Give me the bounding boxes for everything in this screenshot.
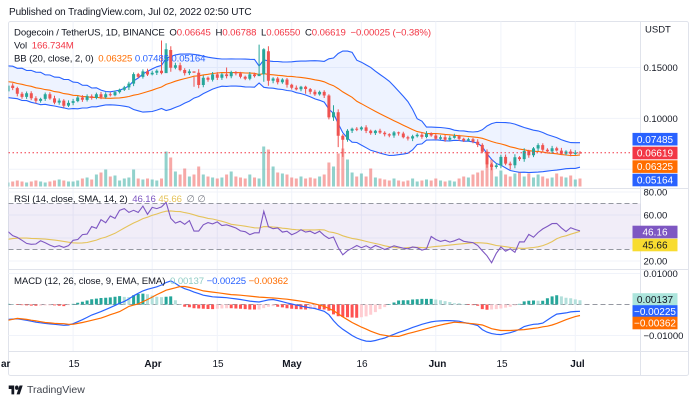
svg-text:−0.00225: −0.00225 xyxy=(634,307,676,318)
svg-text:Vol 166.734M: Vol 166.734M xyxy=(14,41,74,52)
svg-text:60.00: 60.00 xyxy=(644,210,668,221)
svg-text:Dogecoin / TetherUS, 1D, BINAN: Dogecoin / TetherUS, 1D, BINANCE O0.0664… xyxy=(14,28,431,39)
svg-text:Published on TradingView.com,: Published on TradingView.com, Jul 02, 20… xyxy=(9,7,252,18)
svg-text:RSI (14, close, SMA, 14, 2) 46: RSI (14, close, SMA, 14, 2) 46.16 45.66 … xyxy=(14,194,206,205)
svg-text:−0.01000: −0.01000 xyxy=(644,331,684,342)
svg-text:0.05164: 0.05164 xyxy=(637,176,674,187)
svg-text:0.01000: 0.01000 xyxy=(644,269,678,280)
svg-text:TradingView: TradingView xyxy=(27,384,85,396)
svg-text:0.00137: 0.00137 xyxy=(637,295,674,306)
svg-text:16: 16 xyxy=(356,359,368,370)
svg-text:15: 15 xyxy=(212,359,224,370)
svg-text:0.07485: 0.07485 xyxy=(637,135,674,146)
svg-text:−0.00362: −0.00362 xyxy=(634,319,676,330)
svg-text:BB (20, close, 2, 0) 0.06325 0: BB (20, close, 2, 0) 0.06325 0.07485 0.0… xyxy=(14,54,206,65)
svg-text:0.06325: 0.06325 xyxy=(637,162,674,173)
svg-text:80.00: 80.00 xyxy=(644,187,668,198)
svg-text:MACD (12, 26, close, 9, EMA, E: MACD (12, 26, close, 9, EMA, EMA) 0.0013… xyxy=(14,276,288,287)
svg-text:0.15000: 0.15000 xyxy=(644,63,678,74)
svg-text:20.00: 20.00 xyxy=(644,256,668,267)
svg-text:May: May xyxy=(282,359,302,370)
svg-text:0.10000: 0.10000 xyxy=(644,114,678,125)
svg-text:USDT: USDT xyxy=(645,25,671,36)
svg-text:15: 15 xyxy=(68,359,80,370)
svg-text:Apr: Apr xyxy=(144,359,161,370)
svg-text:15: 15 xyxy=(496,359,508,370)
svg-text:45.66: 45.66 xyxy=(642,241,667,252)
svg-text:ar: ar xyxy=(1,359,11,370)
svg-text:46.16: 46.16 xyxy=(642,228,667,239)
svg-text:0.06619: 0.06619 xyxy=(637,149,674,160)
svg-text:Jun: Jun xyxy=(429,359,447,370)
svg-text:Jul: Jul xyxy=(570,359,585,370)
